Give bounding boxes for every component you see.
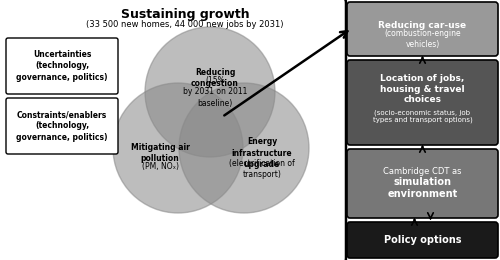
Circle shape <box>179 83 309 213</box>
FancyBboxPatch shape <box>6 98 118 154</box>
Text: Location of jobs,
housing & travel
choices: Location of jobs, housing & travel choic… <box>380 74 465 104</box>
Text: Uncertainties
(technology,
governance, politics): Uncertainties (technology, governance, p… <box>16 50 108 82</box>
Text: Reducing car-use: Reducing car-use <box>378 21 466 29</box>
FancyBboxPatch shape <box>347 149 498 218</box>
Text: Reducing
congestion: Reducing congestion <box>191 68 239 88</box>
Circle shape <box>145 27 275 157</box>
Text: (combustion-engine
vehicles): (combustion-engine vehicles) <box>384 29 461 49</box>
Text: Constraints/enablers
(technology,
governance, politics): Constraints/enablers (technology, govern… <box>16 110 108 142</box>
Text: (33 500 new homes, 44 000 new jobs by 2031): (33 500 new homes, 44 000 new jobs by 20… <box>86 20 284 29</box>
Text: Cambridge CDT as: Cambridge CDT as <box>384 167 462 177</box>
Text: (electrification of
transport): (electrification of transport) <box>229 159 295 179</box>
Text: (socio-economic status, job
types and transport options): (socio-economic status, job types and tr… <box>372 109 472 123</box>
Text: Sustaining growth: Sustaining growth <box>120 8 250 21</box>
Text: Mitigating air
pollution: Mitigating air pollution <box>130 143 190 163</box>
Text: simulation
environment: simulation environment <box>388 177 458 199</box>
Text: (PM, NOₓ): (PM, NOₓ) <box>142 161 178 171</box>
FancyBboxPatch shape <box>347 60 498 145</box>
Circle shape <box>113 83 243 213</box>
FancyBboxPatch shape <box>347 2 498 56</box>
Text: (15%
by 2031 on 2011
baseline): (15% by 2031 on 2011 baseline) <box>183 76 247 108</box>
FancyBboxPatch shape <box>6 38 118 94</box>
FancyBboxPatch shape <box>0 0 346 260</box>
Text: Policy options: Policy options <box>384 235 461 245</box>
FancyBboxPatch shape <box>347 222 498 258</box>
Text: Energy
infrastructure
upgrade: Energy infrastructure upgrade <box>232 137 292 168</box>
